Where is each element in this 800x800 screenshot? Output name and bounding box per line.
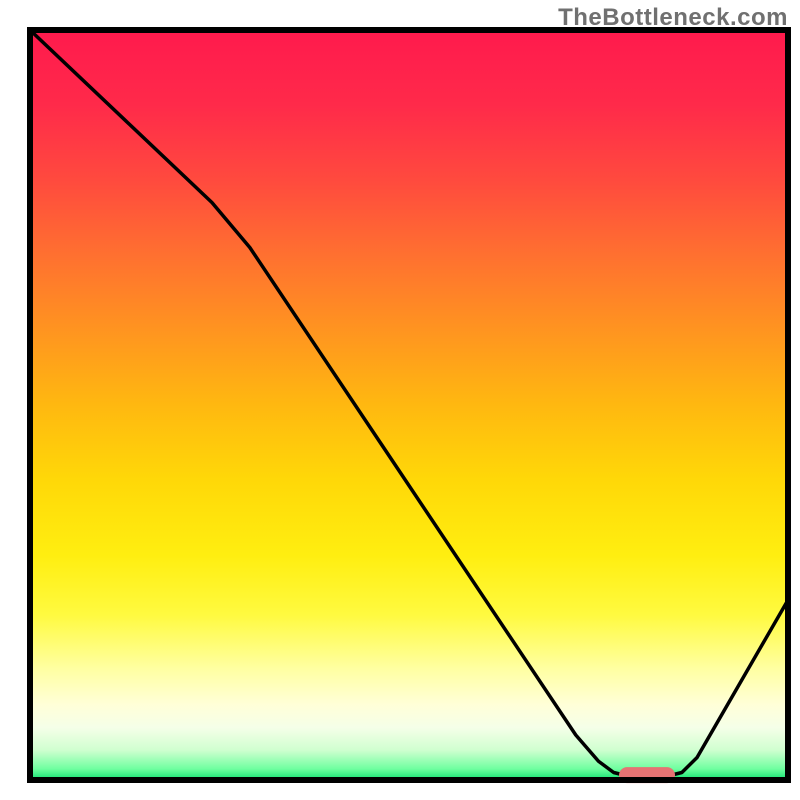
chart-container: TheBottleneck.com <box>0 0 800 800</box>
watermark-label: TheBottleneck.com <box>558 4 788 32</box>
bottleneck-chart <box>0 0 800 800</box>
chart-background <box>30 30 788 780</box>
